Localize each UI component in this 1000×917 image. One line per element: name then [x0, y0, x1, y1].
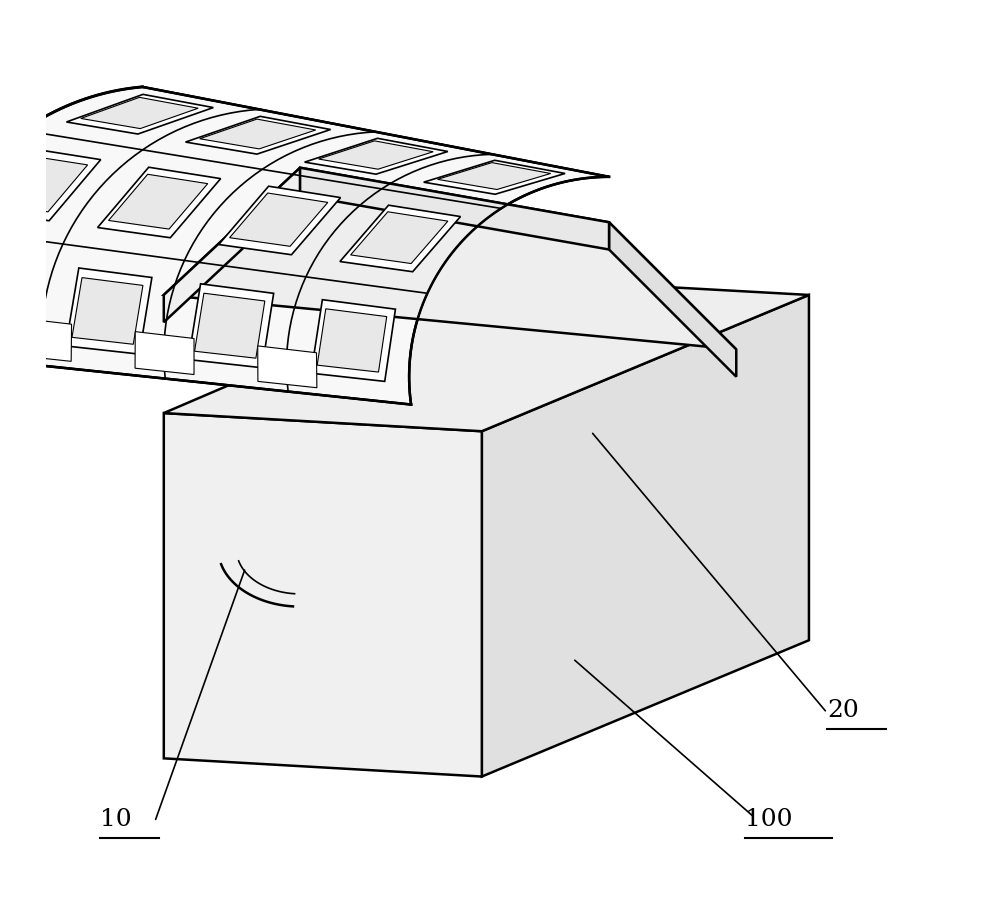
- Polygon shape: [0, 262, 21, 330]
- Text: 100: 100: [745, 808, 793, 831]
- Polygon shape: [195, 293, 265, 359]
- Text: 20: 20: [827, 699, 859, 722]
- Polygon shape: [258, 346, 317, 388]
- Polygon shape: [300, 168, 609, 249]
- Polygon shape: [340, 205, 460, 271]
- Polygon shape: [311, 300, 395, 381]
- Polygon shape: [12, 317, 72, 361]
- Polygon shape: [424, 160, 565, 194]
- Polygon shape: [164, 413, 482, 777]
- Polygon shape: [219, 186, 341, 255]
- Polygon shape: [66, 268, 152, 354]
- Polygon shape: [98, 167, 221, 238]
- Text: 10: 10: [100, 808, 132, 831]
- Polygon shape: [351, 212, 448, 263]
- Polygon shape: [317, 309, 387, 372]
- Polygon shape: [72, 278, 143, 344]
- Polygon shape: [319, 141, 433, 170]
- Polygon shape: [305, 138, 448, 174]
- Polygon shape: [109, 174, 208, 229]
- Polygon shape: [0, 87, 609, 404]
- Polygon shape: [135, 332, 194, 374]
- Polygon shape: [164, 168, 300, 322]
- Polygon shape: [230, 193, 328, 247]
- Polygon shape: [188, 284, 274, 368]
- Polygon shape: [164, 168, 736, 349]
- Polygon shape: [66, 94, 213, 134]
- Polygon shape: [81, 97, 198, 128]
- Polygon shape: [0, 252, 30, 340]
- Polygon shape: [0, 149, 101, 221]
- Polygon shape: [186, 116, 331, 154]
- Polygon shape: [482, 295, 809, 777]
- Polygon shape: [437, 162, 551, 190]
- Polygon shape: [164, 277, 809, 431]
- Polygon shape: [200, 119, 316, 149]
- Polygon shape: [0, 156, 88, 212]
- Polygon shape: [609, 222, 736, 377]
